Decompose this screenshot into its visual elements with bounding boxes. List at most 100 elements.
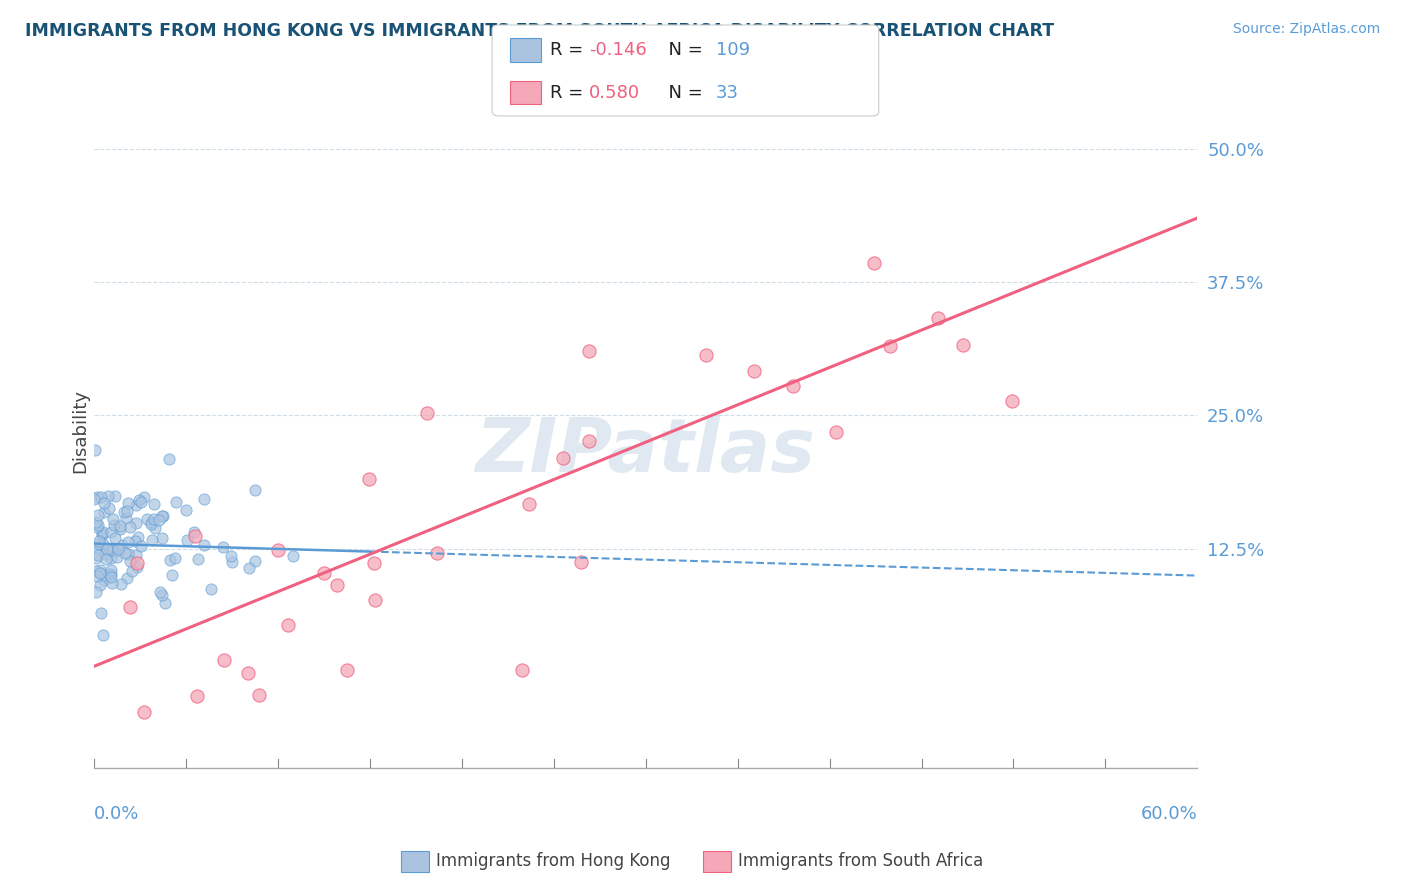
Point (152, 508, 174, 523)
Point (510, 663, 533, 677)
Point (103, 518, 125, 533)
Point (143, 497, 166, 511)
Text: 60.0%: 60.0% (1140, 805, 1198, 822)
Point (93, 524, 115, 539)
Point (120, 554, 142, 568)
Point (90, 606, 112, 620)
Point (100, 570, 122, 584)
Text: Immigrants from Hong Kong: Immigrants from Hong Kong (436, 852, 671, 870)
Point (101, 512, 124, 526)
Point (86, 569, 108, 583)
Point (89, 533, 111, 548)
Point (96, 541, 118, 556)
Y-axis label: Disability: Disability (72, 390, 89, 474)
Point (326, 578, 349, 592)
Point (125, 516, 148, 530)
Point (141, 533, 163, 548)
Point (125, 556, 148, 570)
Point (90, 528, 112, 542)
Point (148, 513, 170, 527)
Point (94, 547, 117, 561)
Text: IMMIGRANTS FROM HONG KONG VS IMMIGRANTS FROM SOUTH AFRICA DISABILITY CORRELATION: IMMIGRANTS FROM HONG KONG VS IMMIGRANTS … (25, 22, 1054, 40)
Point (90, 526, 112, 541)
Point (104, 544, 127, 558)
Point (90, 490, 112, 504)
Point (187, 552, 209, 566)
Point (243, 483, 266, 497)
Point (104, 489, 127, 503)
Point (221, 555, 243, 569)
Point (212, 540, 235, 554)
Point (100, 563, 122, 577)
Point (94, 552, 117, 566)
Point (101, 575, 124, 590)
Point (86, 508, 108, 522)
Point (121, 564, 143, 578)
Point (578, 344, 600, 359)
Point (117, 496, 139, 510)
Point (124, 534, 146, 549)
Point (415, 406, 437, 420)
Point (277, 618, 299, 632)
Point (184, 529, 207, 543)
Point (578, 434, 600, 449)
Point (86, 551, 108, 566)
Point (120, 599, 142, 614)
Point (159, 553, 181, 567)
Text: ZIPatlas: ZIPatlas (475, 415, 815, 488)
Point (1001, 393, 1024, 408)
Point (107, 541, 129, 556)
Point (108, 522, 131, 536)
Text: -0.146: -0.146 (589, 41, 647, 59)
Point (336, 663, 359, 677)
Point (93, 496, 115, 510)
Point (100, 567, 122, 582)
Point (93, 574, 115, 588)
Point (863, 256, 886, 270)
Point (149, 585, 172, 599)
Point (84, 516, 107, 530)
Point (93, 568, 115, 582)
Point (742, 364, 765, 378)
Point (312, 566, 335, 580)
Point (186, 689, 208, 703)
Point (84, 584, 107, 599)
Point (100, 525, 122, 540)
Point (114, 511, 136, 525)
Point (117, 535, 139, 549)
Point (108, 519, 131, 533)
Point (551, 451, 574, 466)
Point (136, 512, 159, 526)
Text: N =: N = (657, 41, 709, 59)
Point (89, 566, 111, 581)
Point (214, 652, 236, 666)
Point (426, 546, 449, 560)
Point (157, 452, 180, 467)
Text: Immigrants from South Africa: Immigrants from South Africa (738, 852, 983, 870)
Text: N =: N = (657, 84, 714, 102)
Point (87, 518, 110, 533)
Point (125, 549, 148, 563)
Point (283, 549, 305, 564)
Point (83, 492, 105, 507)
Point (364, 593, 387, 607)
Point (89, 563, 111, 577)
Point (153, 596, 176, 610)
Point (236, 666, 259, 681)
Point (193, 538, 215, 552)
Point (117, 548, 139, 562)
Text: R =: R = (550, 84, 589, 102)
Point (98, 501, 121, 516)
Point (86, 490, 108, 504)
Point (97, 567, 120, 582)
Point (132, 491, 155, 505)
Point (143, 521, 166, 535)
Point (267, 543, 290, 558)
Point (86, 548, 108, 562)
Point (879, 339, 901, 353)
Text: 109: 109 (716, 41, 749, 59)
Point (120, 519, 142, 533)
Point (247, 688, 270, 702)
Point (165, 551, 187, 566)
Point (363, 557, 385, 571)
